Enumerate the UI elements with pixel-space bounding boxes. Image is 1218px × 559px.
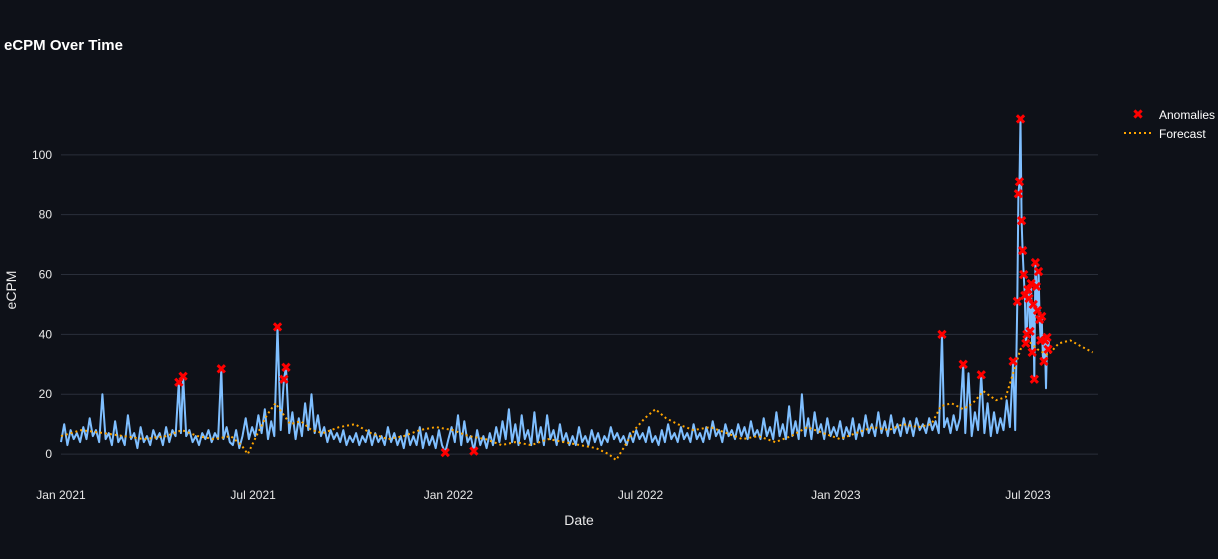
- anomaly-marker-22: [1023, 284, 1033, 295]
- grid-lines: [61, 154, 1098, 455]
- x-tick-label-5: Jul 2023: [1005, 488, 1051, 502]
- y-tick-label-5: 100: [32, 148, 52, 162]
- x-tick-label-3: Jul 2022: [618, 488, 664, 502]
- anomaly-marker-13: [1013, 189, 1024, 199]
- chart-title: eCPM Over Time: [4, 37, 123, 54]
- x-tick-label-4: Jan 2023: [811, 488, 861, 502]
- anomaly-marker-16: [1016, 216, 1027, 226]
- y-axis-ticks: 0 20 40 60 80 100: [32, 148, 52, 461]
- anomaly-marker-4: [279, 374, 289, 384]
- legend-label-anomalies: Anomalies: [1159, 108, 1215, 122]
- anomaly-marker-1: [178, 371, 188, 381]
- anomaly-marker-26: [1027, 347, 1037, 357]
- anomaly-marker-14: [1014, 177, 1025, 187]
- legend-anomaly-x: [1133, 109, 1143, 119]
- x-tick-label-1: Jul 2021: [230, 488, 276, 502]
- anomaly-marker-38: [1042, 332, 1052, 343]
- anomaly-marker-6: [440, 447, 450, 458]
- y-axis-title: eCPM: [3, 271, 19, 310]
- legend-label-forecast: Forecast: [1159, 127, 1206, 141]
- y-tick-label-2: 40: [39, 327, 53, 341]
- anomaly-marker-2: [216, 364, 226, 374]
- anomaly-marker-15: [1015, 114, 1026, 124]
- anomaly-marker-11: [1008, 356, 1018, 366]
- anomaly-marker-7: [469, 446, 479, 456]
- y-tick-label-3: 60: [39, 268, 53, 282]
- anomaly-marker-18: [1019, 269, 1029, 280]
- anomaly-marker-30: [1031, 281, 1042, 292]
- y-tick-label-1: 20: [39, 387, 53, 401]
- anomaly-marker-35: [1037, 311, 1047, 322]
- y-tick-label-4: 80: [39, 208, 53, 222]
- ecpm-series-line: [60, 117, 1051, 454]
- forecast-series-line: [60, 338, 1094, 462]
- anomaly-marker-8: [937, 329, 947, 340]
- anomaly-marker-24: [1025, 326, 1035, 337]
- anomaly-marker-10: [976, 370, 986, 380]
- anomaly-marker-36: [1039, 356, 1049, 366]
- legend[interactable]: Anomalies Forecast: [1124, 108, 1215, 141]
- anomaly-marker-3: [272, 322, 283, 332]
- anomaly-marker-32: [1033, 266, 1044, 277]
- anomaly-marker-12: [1012, 296, 1022, 307]
- legend-item-anomalies[interactable]: Anomalies: [1133, 108, 1215, 122]
- legend-item-forecast[interactable]: Forecast: [1124, 127, 1206, 141]
- x-axis-ticks: Jan 2021 Jul 2021 Jan 2022 Jul 2022 Jan 2023…: [36, 488, 1051, 502]
- anomaly-marker-5: [281, 362, 291, 372]
- plot-area: [60, 114, 1094, 462]
- legend-x-marker-icon: [1133, 109, 1143, 119]
- x-tick-label-2: Jan 2022: [424, 488, 474, 502]
- anomaly-marker-29: [1030, 257, 1041, 268]
- y-tick-label-0: 0: [45, 447, 52, 461]
- x-tick-label-0: Jan 2021: [36, 488, 86, 502]
- x-axis-title: Date: [564, 512, 594, 528]
- anomaly-marker-39: [1043, 344, 1053, 355]
- anomaly-marker-25: [1026, 278, 1036, 289]
- anomaly-marker-17: [1017, 245, 1028, 256]
- anomaly-marker-9: [958, 359, 968, 369]
- anomaly-marker-28: [1029, 374, 1039, 384]
- anomaly-marker-20: [1021, 338, 1031, 349]
